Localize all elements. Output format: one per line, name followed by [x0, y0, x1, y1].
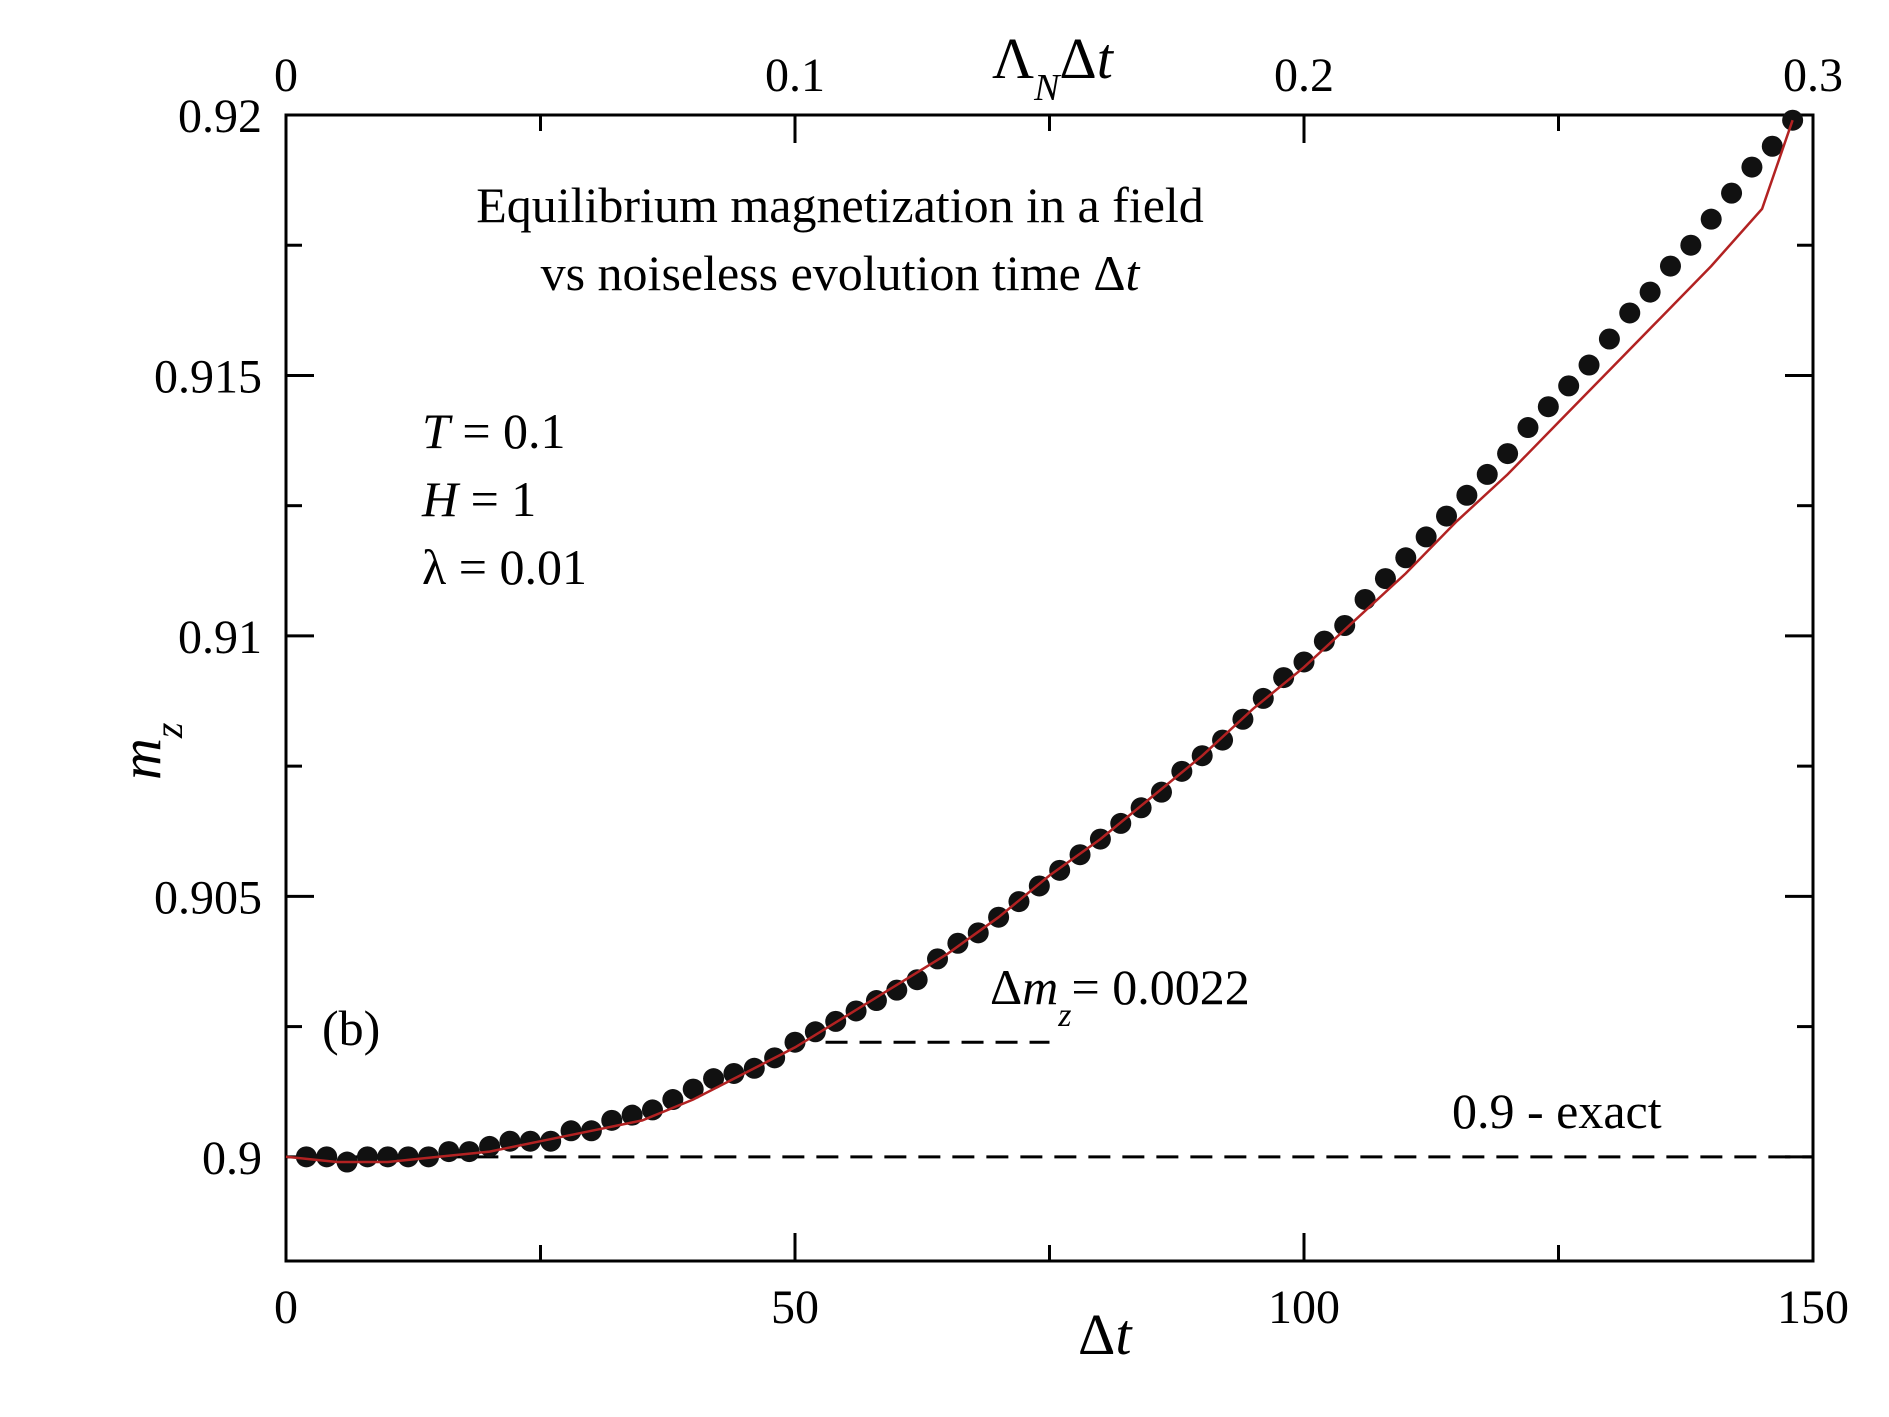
x-tick-label: 150: [1777, 1281, 1849, 1334]
top-x-tick-label: 0.1: [765, 49, 825, 102]
y-tick-label: 0.915: [154, 350, 262, 403]
data-point: [479, 1135, 501, 1157]
y-tick-label: 0.905: [154, 871, 262, 924]
param-temperature: T = 0.1: [422, 403, 566, 459]
data-point: [1374, 568, 1396, 590]
data-point: [397, 1146, 419, 1168]
data-point: [723, 1062, 745, 1084]
data-point: [1395, 547, 1417, 569]
data-point: [377, 1146, 399, 1168]
top-x-tick-label: 0.2: [1274, 49, 1334, 102]
data-point: [1476, 463, 1498, 485]
data-point: [1741, 156, 1763, 178]
y-axis-title: mz: [108, 722, 191, 780]
data-point: [458, 1141, 480, 1163]
top-x-axis-title: ΛNΔt: [992, 26, 1115, 109]
data-point: [519, 1130, 541, 1152]
data-point: [703, 1068, 725, 1090]
data-point: [784, 1031, 806, 1053]
top-x-tick-label: 0.3: [1783, 49, 1843, 102]
x-tick-label: 50: [771, 1281, 819, 1334]
x-axis-title: Δt: [1078, 1302, 1133, 1367]
y-tick-label: 0.9: [202, 1132, 262, 1185]
data-point: [316, 1146, 338, 1168]
chart-title-line2: vs noiseless evolution time Δt: [541, 245, 1141, 301]
data-point: [1212, 729, 1234, 751]
fit-curve: [285, 119, 1794, 1164]
data-point: [1313, 630, 1335, 652]
y-tick-label: 0.91: [178, 611, 262, 664]
data-point: [1436, 505, 1458, 527]
panel-label: (b): [322, 1000, 380, 1056]
data-point: [295, 1146, 317, 1168]
param-field: H = 1: [421, 471, 536, 527]
data-point: [1497, 443, 1519, 465]
data-point: [438, 1141, 460, 1163]
data-point: [886, 979, 908, 1001]
x-tick-label: 0: [274, 1281, 298, 1334]
y-tick-label: 0.92: [178, 90, 262, 143]
data-point: [540, 1130, 562, 1152]
param-lambda: λ = 0.01: [422, 539, 587, 595]
data-point: [1680, 234, 1702, 256]
data-point: [1558, 375, 1580, 397]
data-point: [1517, 417, 1539, 439]
data-point: [1150, 781, 1172, 803]
exact-value-label: 0.9 - exact: [1452, 1083, 1662, 1139]
data-point: [682, 1078, 704, 1100]
data-point: [1273, 667, 1295, 689]
data-point: [1782, 109, 1804, 131]
data-point: [1639, 281, 1661, 303]
data-point: [1619, 302, 1641, 324]
delta-m-label: Δmz= 0.0022: [990, 959, 1250, 1034]
data-point: [1598, 328, 1620, 350]
axis-ticks: [284, 113, 1815, 1261]
axis-tick-labels: 0 50 100 150 0 0.1 0.2 0.3 0.9 0.905 0.91 0.915 0.92: [154, 49, 1849, 1334]
data-point: [356, 1146, 378, 1168]
chart-title-line1: Equilibrium magnetization in a field: [476, 177, 1204, 233]
data-point: [1659, 255, 1681, 277]
data-point: [560, 1120, 582, 1142]
data-point: [1578, 354, 1600, 376]
data-point: [1537, 396, 1559, 418]
data-point: [1334, 614, 1356, 636]
data-point: [1293, 651, 1315, 673]
x-tick-label: 100: [1268, 1281, 1340, 1334]
data-point: [947, 932, 969, 954]
data-point: [1721, 182, 1743, 204]
data-point: [1354, 588, 1376, 610]
top-x-tick-label: 0: [274, 49, 298, 102]
data-point: [1456, 484, 1478, 506]
data-point: [1415, 526, 1437, 548]
data-point: [1761, 135, 1783, 157]
data-point: [1700, 208, 1722, 230]
